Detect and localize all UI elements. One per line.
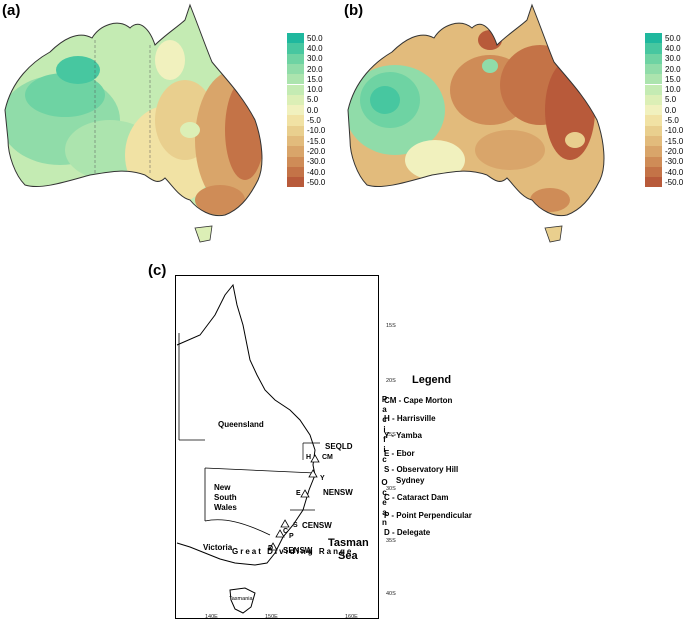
lon-tick: 150E [265,614,278,620]
scale-label: -10.0 [307,126,326,136]
legend-title: Legend [412,374,452,386]
scale-label: 50.0 [665,33,681,43]
legend-item: CM - Cape Morton [384,396,453,405]
station-cm: CM [322,454,333,461]
station-p: P [289,533,294,540]
lat-tick: 25S [386,432,396,438]
scale-label: 15.0 [665,74,681,84]
lon-tick: 140E [205,614,218,620]
ocean-pacific: Pacific [380,395,389,465]
ocean-ocean: Ocean [380,478,389,528]
region-nsw-line3: Wales [214,503,237,512]
legend-item: Y - Yamba [384,431,422,440]
scale-label: -30.0 [665,157,684,167]
station-c: C [283,528,289,535]
sea-label: Sea [338,550,358,562]
legend-item: P - Point Perpendicular [384,511,472,520]
eastern-australia-map [175,275,379,619]
scale-label: -30.0 [307,157,326,167]
scale-label: -10.0 [665,126,684,136]
scale-label: 0.0 [665,105,677,115]
scale-label: -50.0 [307,177,326,187]
scale-label: 0.0 [307,105,319,115]
tasman-label: Tasman [328,537,369,549]
scale-label: 30.0 [665,54,681,64]
region-queensland: Queensland [218,420,264,429]
anomaly-map-a [4,3,263,243]
scale-label: 20.0 [665,64,681,74]
scale-label: -15.0 [665,136,684,146]
panel-label-b: (b) [344,2,364,19]
lat-tick: 20S [386,378,396,384]
scale-label: 40.0 [307,43,323,53]
lat-tick: 30S [386,486,396,492]
legend-item: H - Harrisville [384,414,436,423]
legend-item: D - Delegate [384,528,431,537]
legend-item: E - Ebor [384,449,415,458]
region-victoria: Victoria [203,543,233,552]
scale-label: 30.0 [307,54,323,64]
scale-label: 10.0 [665,85,681,95]
legend-item: S - Observatory Hill [384,465,459,474]
zone-seqld: SEQLD [325,442,353,451]
scale-swatch [287,33,304,44]
scale-label: -5.0 [307,116,321,126]
label-great: Great Dividing Range [232,547,354,556]
scale-label: 50.0 [307,33,323,43]
station-y: Y [320,475,325,482]
lat-tick: 15S [386,323,396,329]
station-d: D [268,545,274,552]
scale-label: 5.0 [665,95,677,105]
zone-nensw: NENSW [323,488,353,497]
lat-tick: 40S [386,591,396,597]
scale-label: 40.0 [665,43,681,53]
anomaly-map-b [347,3,605,243]
scale-label: -20.0 [665,146,684,156]
scale-label: -15.0 [307,136,326,146]
scale-label: -40.0 [665,167,684,177]
station-h: H [306,454,312,461]
scale-label: 15.0 [307,74,323,84]
panel-label-a: (a) [2,2,21,19]
region-tasmania: Tasmania [229,596,253,602]
station-s: S [293,522,298,529]
scale-label: -20.0 [307,146,326,156]
scale-label: 5.0 [307,95,319,105]
lon-tick: 160E [345,614,358,620]
scale-label: -5.0 [665,116,679,126]
legend-item: C - Cataract Dam [384,493,449,502]
lat-tick: 35S [386,538,396,544]
region-nsw-line1: New [214,483,231,492]
scale-label: 10.0 [307,85,323,95]
station-e: E [296,490,301,497]
scale-label: 20.0 [307,64,323,74]
legend-item: Sydney [396,476,425,485]
zone-sensw: SENSW [283,546,313,555]
region-nsw-line2: South [214,493,237,502]
zone-censw: CENSW [302,521,332,530]
panel-label-c: (c) [148,262,167,279]
scale-label: -40.0 [307,167,326,177]
scale-label: -50.0 [665,177,684,187]
